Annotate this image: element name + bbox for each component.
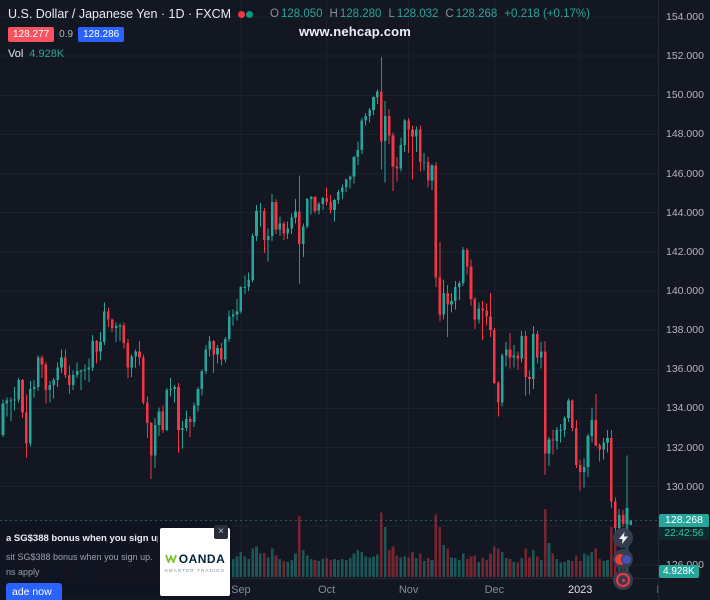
open-value: 128.050 — [280, 8, 323, 20]
price-axis[interactable]: 154.000 152.000 150.000 148.000 146.000 144.0… — [658, 0, 710, 600]
chart-legend: U.S. Dollar / Japanese Yen · 1D · FXCM O… — [8, 7, 590, 60]
ad-headline: a SG$388 bonus when you sign up. — [6, 533, 158, 544]
watermark-text: www.nehcap.com — [298, 24, 412, 39]
buy-ask-button[interactable]: 128.286 — [78, 27, 125, 42]
volume-value: 4.928K — [29, 48, 65, 60]
price-tick: 150.000 — [666, 89, 704, 102]
volume-label: Vol — [8, 48, 24, 60]
low-label: L — [388, 8, 395, 20]
volume-badge: 4.928K — [659, 565, 699, 578]
time-axis-label: Sep — [231, 584, 251, 596]
floating-toolbar — [613, 528, 633, 590]
time-axis-label: Oct — [318, 584, 336, 596]
ohlc-readout: O 128.050 H 128.280 L 128.032 C 128.268 +0.2… — [263, 8, 590, 20]
advertiser-card[interactable]: OANDA SMARTER TRADING — [160, 528, 230, 596]
price-tick: 134.000 — [666, 402, 704, 415]
trade-now-button[interactable]: ade now — [6, 583, 62, 600]
price-tick: 138.000 — [666, 324, 704, 337]
last-price-value: 128.268 — [659, 513, 709, 527]
close-ad-icon[interactable]: × — [214, 525, 228, 539]
chart-canvas[interactable] — [0, 0, 658, 578]
open-label: O — [270, 8, 279, 20]
lightning-icon — [618, 532, 628, 544]
price-tick: 132.000 — [666, 441, 704, 454]
candlestick-chart — [0, 0, 658, 578]
time-axis-label: Feb — [657, 584, 658, 596]
price-tick: 130.000 — [666, 480, 704, 493]
change-value: +0.218 (+0.17%) — [504, 8, 590, 20]
close-label: C — [445, 8, 454, 20]
ad-banner: a SG$388 bonus when you sign up. sit SG$… — [0, 521, 232, 600]
record-icon — [616, 573, 630, 587]
symbol-title[interactable]: U.S. Dollar / Japanese Yen · 1D · FXCM — [8, 7, 232, 21]
price-tick: 144.000 — [666, 206, 704, 219]
oanda-brand: OANDA — [164, 552, 226, 566]
price-tick: 140.000 — [666, 285, 704, 297]
high-label: H — [329, 8, 338, 20]
bar-countdown: 22:42:56 — [659, 526, 709, 540]
close-value: 128.268 — [455, 8, 498, 20]
pair-flags-button[interactable] — [613, 549, 633, 569]
price-tick: 154.000 — [666, 11, 704, 23]
sell-bid-button[interactable]: 128.277 — [8, 27, 55, 42]
pair-flags-icon — [615, 553, 632, 565]
time-axis-label: 2023 — [567, 584, 593, 596]
price-tick: 152.000 — [666, 50, 704, 63]
price-tick: 142.000 — [666, 245, 704, 258]
time-axis-label: Dec — [484, 584, 505, 596]
price-tick: 146.000 — [666, 167, 704, 180]
ad-text-block: a SG$388 bonus when you sign up. sit SG$… — [6, 527, 158, 600]
time-axis-label: Nov — [398, 584, 419, 596]
price-tick: 136.000 — [666, 363, 704, 376]
price-tick: 148.000 — [666, 128, 704, 141]
spread-value: 0.9 — [59, 29, 74, 40]
last-price-badge: 128.268 22:42:56 — [659, 513, 709, 540]
oanda-tagline: SMARTER TRADING — [164, 567, 226, 573]
ad-subline: sit SG$388 bonus when you sign up. — [6, 552, 153, 562]
pair-logo-icon — [238, 10, 254, 18]
lightning-button[interactable] — [613, 528, 633, 548]
high-value: 128.280 — [339, 8, 382, 20]
volume-legend[interactable]: Vol 4.928K — [8, 48, 590, 60]
record-button[interactable] — [613, 570, 633, 590]
oanda-logo-icon — [164, 554, 177, 563]
ad-terms: ns apply — [6, 567, 40, 577]
low-value: 128.032 — [396, 8, 439, 20]
